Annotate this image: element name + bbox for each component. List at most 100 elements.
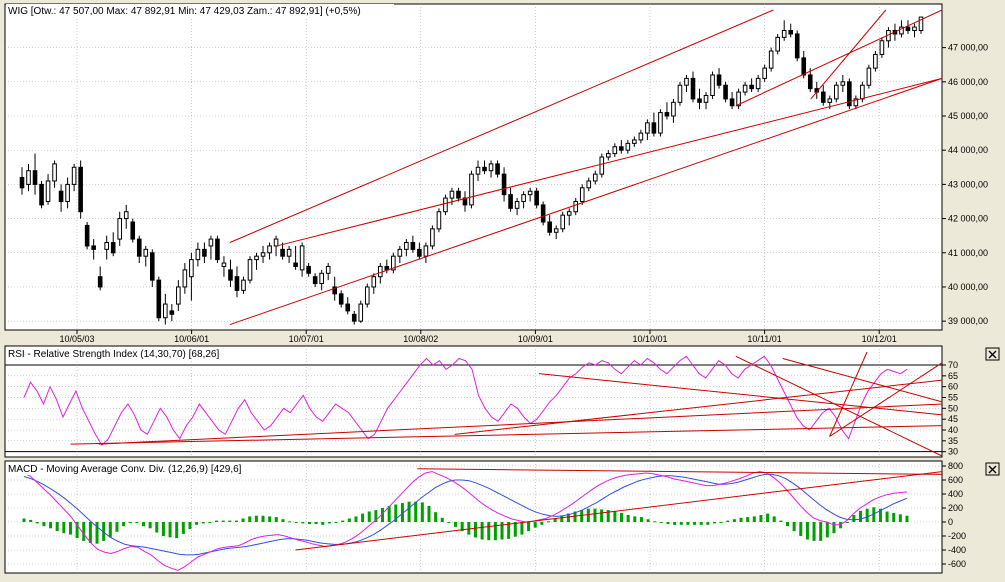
- macd-histogram-bar: [799, 522, 803, 536]
- candle-down: [547, 221, 552, 233]
- price-x-tick-label: 10/09/01: [518, 334, 553, 344]
- macd-histogram-bar: [839, 522, 843, 529]
- price-y-tick-label: 39 000,00: [948, 316, 988, 326]
- macd-histogram-bar: [513, 522, 517, 537]
- rsi-header-bg: [6, 347, 234, 360]
- price-trendline: [229, 77, 943, 326]
- macd-plot-area[interactable]: [4, 460, 943, 574]
- candle-down: [716, 74, 722, 86]
- candle-up: [703, 94, 709, 103]
- candle-down: [351, 313, 357, 322]
- candle-up: [65, 183, 70, 202]
- rsi-line: [23, 355, 908, 447]
- macd-histogram-bar: [215, 520, 219, 522]
- macd-y-tick-label: -600: [948, 559, 966, 569]
- macd-y-tick-label: 0: [948, 517, 953, 527]
- candle-up: [840, 81, 846, 86]
- macd-histogram-bar: [148, 522, 152, 529]
- candle-up: [247, 259, 253, 281]
- macd-trendlines: [295, 468, 943, 551]
- macd-histogram-bar: [759, 515, 763, 522]
- macd-histogram-bar: [898, 514, 902, 522]
- price-x-tick-label: 10/12/01: [862, 334, 897, 344]
- macd-histogram-bar: [732, 519, 736, 522]
- candle-down: [136, 238, 142, 257]
- price-y-tick-label: 42 000,00: [948, 214, 988, 224]
- candle-down: [410, 242, 416, 250]
- macd-histogram-bar: [865, 508, 869, 522]
- price-x-tick-label: 10/07/01: [289, 334, 324, 344]
- macd-histogram-bar: [779, 520, 783, 522]
- macd-histogram-bar: [679, 522, 683, 525]
- candle-up: [684, 77, 689, 86]
- macd-histogram-bar: [268, 516, 272, 522]
- macd-histogram-bar: [613, 511, 617, 522]
- candle-down: [156, 279, 162, 319]
- macd-histogram-bar: [314, 522, 318, 525]
- close-icon: [988, 465, 997, 474]
- rsi-trendline: [782, 358, 943, 403]
- macd-histogram-bar: [321, 522, 325, 525]
- candle-down: [130, 221, 136, 240]
- rsi-trendlines: [70, 351, 943, 457]
- macd-histogram-bar: [241, 518, 245, 522]
- rsi-close-button[interactable]: [985, 347, 1000, 361]
- macd-y-axis: -600 -400 -200 0 200 400 600 800: [942, 461, 966, 569]
- macd-y-tick-label: -200: [948, 531, 966, 541]
- candle-up: [625, 142, 631, 151]
- macd-histogram-bar: [381, 508, 385, 522]
- price-plot-area[interactable]: [4, 3, 943, 331]
- macd-histogram-bar: [68, 522, 72, 535]
- macd-histogram-bar: [600, 509, 604, 522]
- candle-up: [645, 122, 650, 134]
- macd-histogram-bar: [752, 516, 756, 522]
- candle-down: [384, 265, 390, 271]
- macd-histogram-bar: [706, 522, 710, 525]
- candle-up: [827, 98, 833, 103]
- macd-close-button[interactable]: [985, 462, 1000, 476]
- candle-up: [834, 84, 839, 100]
- candle-down: [905, 26, 911, 32]
- candle-up: [241, 279, 246, 291]
- candle-up: [176, 286, 181, 305]
- candle-up: [475, 166, 481, 175]
- macd-histogram-bar: [852, 515, 856, 522]
- macd-trendline: [295, 471, 943, 551]
- candle-up: [221, 262, 227, 267]
- macd-histogram-bar: [673, 522, 677, 525]
- price-header-bg: [6, 4, 394, 18]
- macd-histogram-bar: [414, 501, 418, 522]
- candle-up: [873, 53, 878, 69]
- macd-histogram-bar: [195, 522, 199, 525]
- candle-up: [860, 84, 865, 100]
- macd-histogram-bar: [35, 522, 39, 524]
- macd-histogram-bar: [122, 522, 126, 527]
- candle-up: [299, 245, 305, 271]
- macd-histogram-bar: [719, 522, 723, 523]
- candle-down: [723, 84, 728, 100]
- price-x-tick-label: 10/10/01: [632, 334, 667, 344]
- candle-down: [456, 190, 461, 199]
- candle-up: [553, 228, 559, 233]
- candle-down: [306, 265, 311, 274]
- macd-histogram-bar: [712, 522, 716, 524]
- macd-histogram-bar: [307, 522, 311, 525]
- macd-histogram-bar: [228, 520, 232, 522]
- macd-trendline: [417, 468, 943, 475]
- rsi-trendline: [454, 379, 943, 435]
- candle-up: [26, 170, 31, 185]
- macd-histogram-bar: [693, 522, 697, 525]
- rsi-plot-area[interactable]: [4, 345, 943, 458]
- macd-histogram-bar: [872, 507, 876, 522]
- candle-down: [801, 57, 807, 76]
- price-candles: [19, 16, 924, 325]
- candle-up: [579, 187, 585, 202]
- macd-histogram-bar: [29, 519, 33, 522]
- price-panel: 39 000,00 40 000,00 41 000,00 42 000,00 43 0…: [4, 3, 988, 344]
- rsi-y-tick-label: 50: [948, 403, 958, 413]
- macd-histogram-bar: [361, 513, 365, 522]
- candle-up: [566, 211, 572, 216]
